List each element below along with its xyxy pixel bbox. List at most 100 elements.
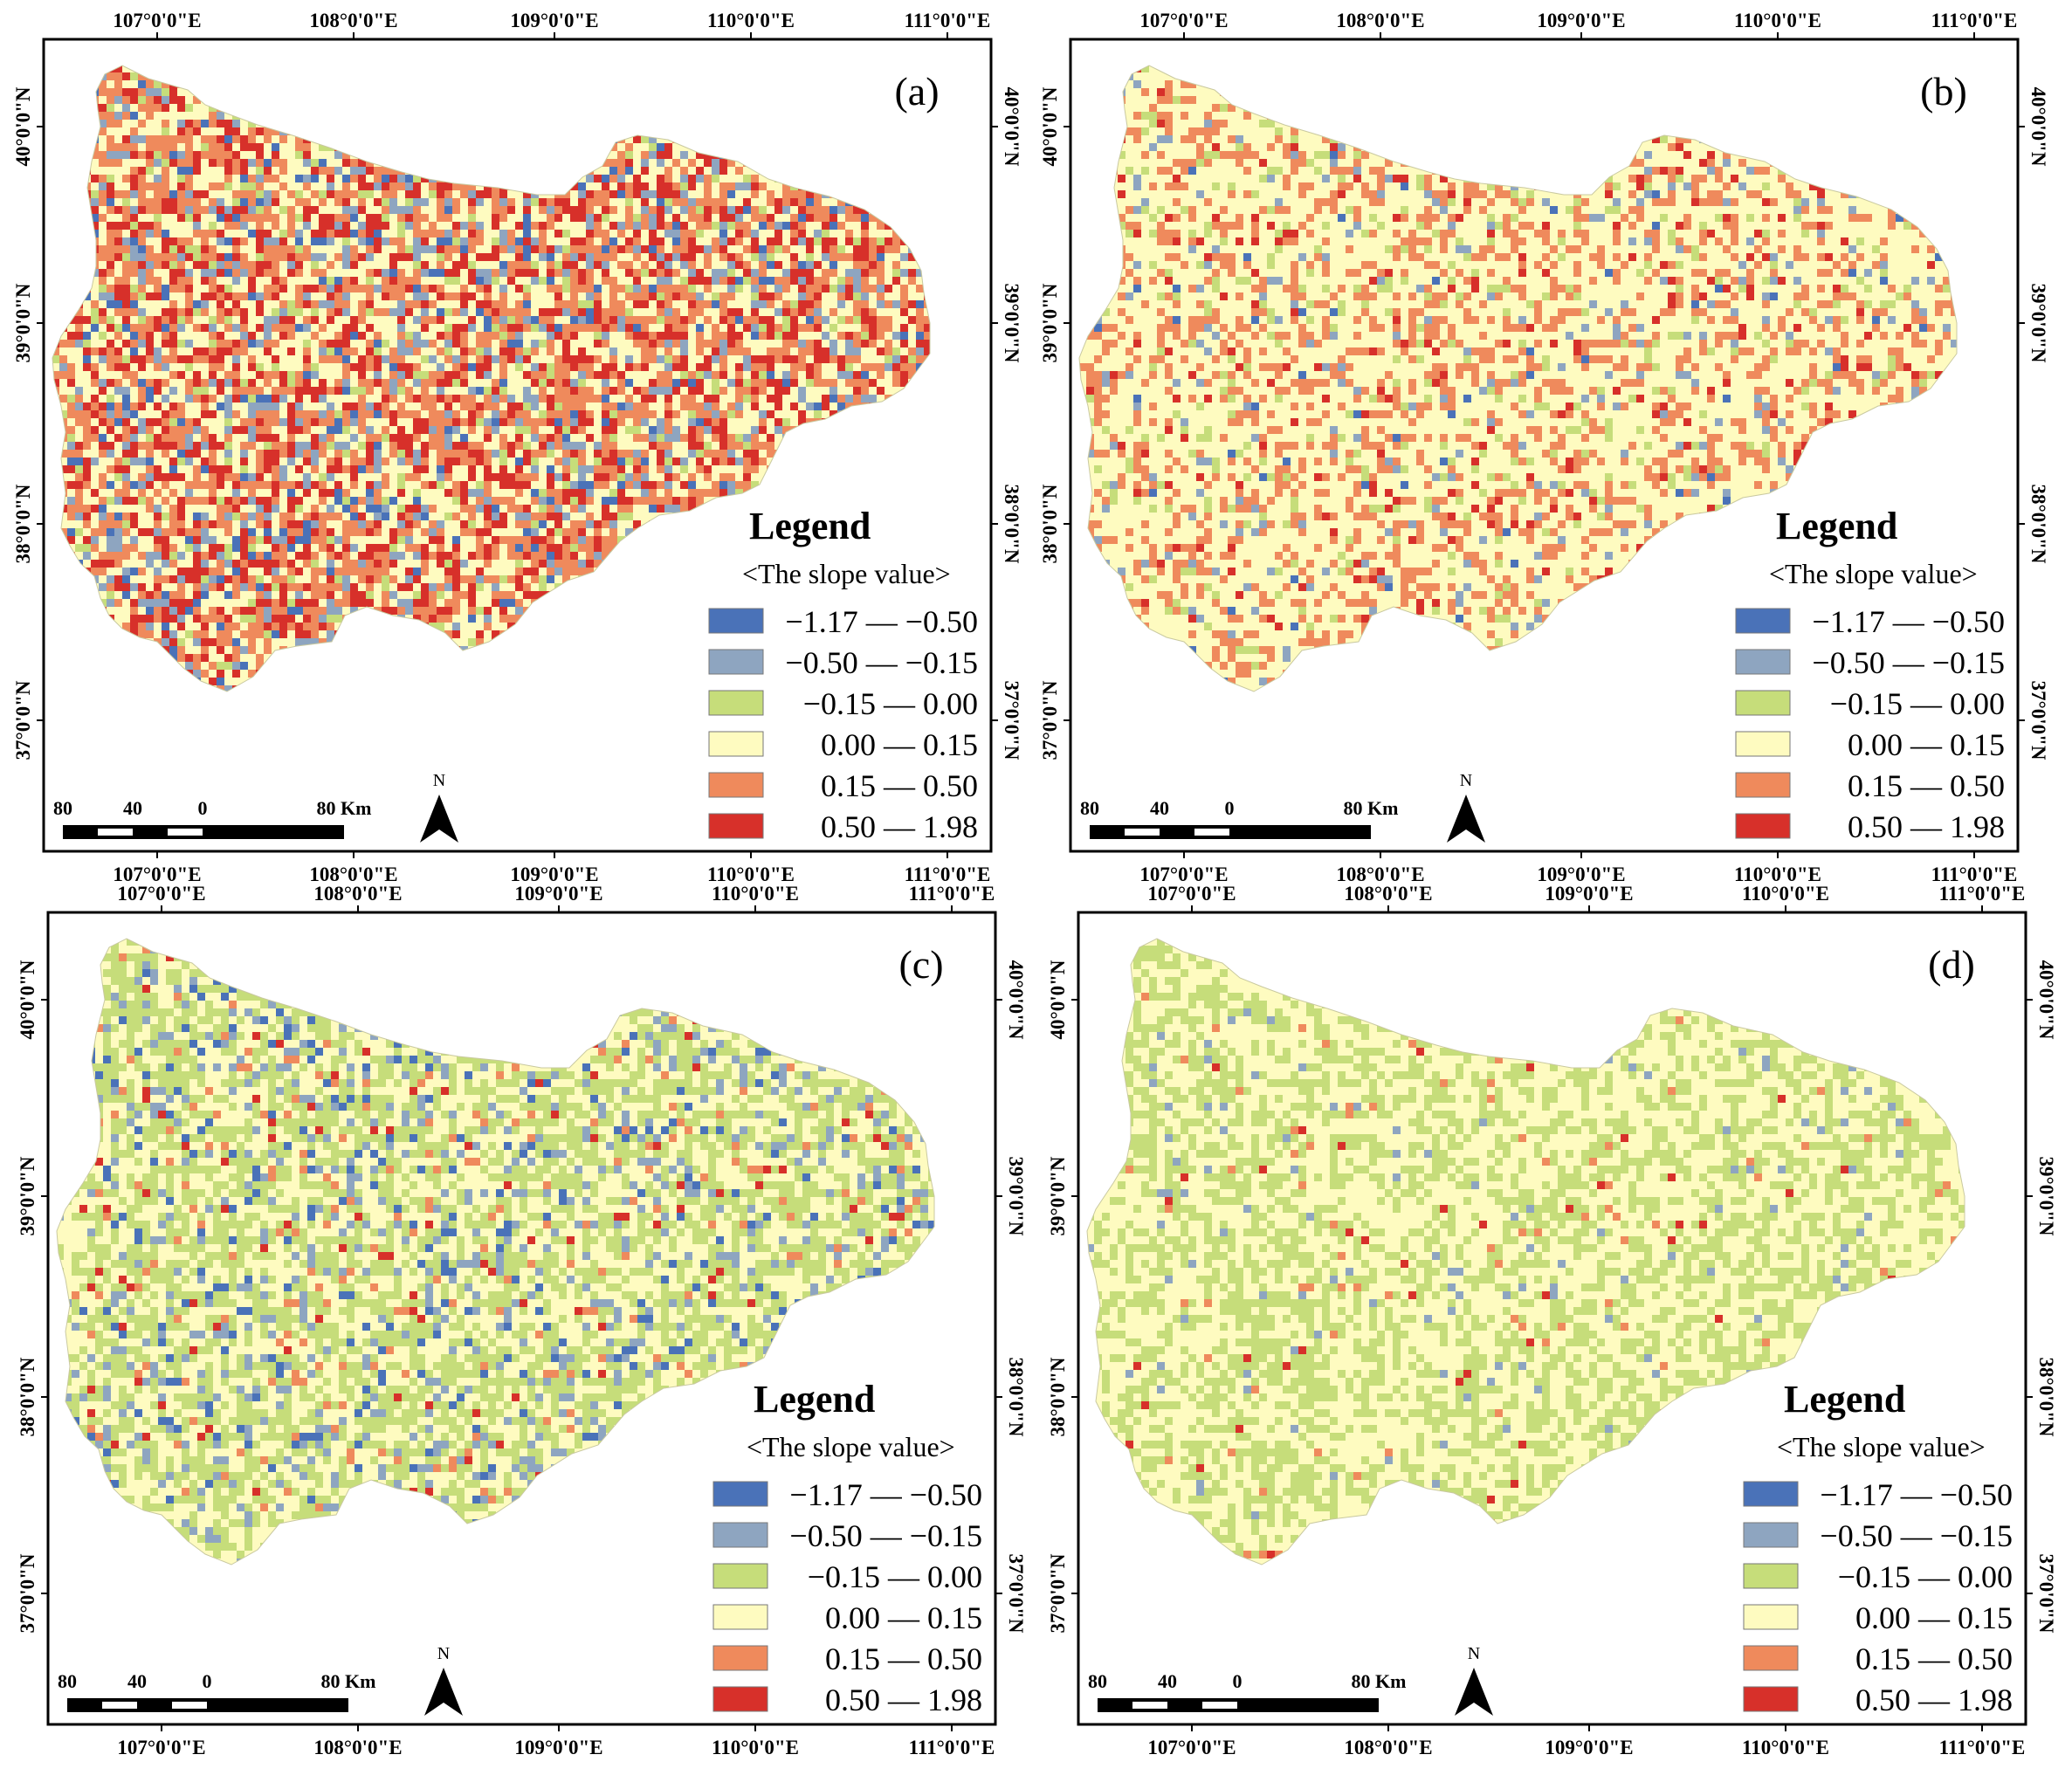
legend-title: Legend (749, 505, 871, 547)
latitude-label: 37°0'0"N (1047, 1553, 1069, 1633)
legend-swatch (708, 649, 764, 675)
legend-label: 0.50 — 1.98 (821, 809, 978, 844)
legend-label: −1.17 — −0.50 (789, 1477, 982, 1512)
longitude-label: 111°0'0"E (1939, 1737, 2026, 1758)
latitude-label: 37°0'0"N (2035, 1554, 2057, 1634)
legend-label: 0.15 — 0.50 (1855, 1641, 2013, 1676)
scale-bar-label: 40 (1150, 797, 1169, 819)
north-arrow-icon (424, 1668, 463, 1716)
scale-bar-label: 80 Km (1352, 1670, 1407, 1692)
legend-swatch (712, 1645, 768, 1671)
scale-bar-label: 80 Km (321, 1670, 376, 1692)
longitude-label: 109°0'0"E (1537, 10, 1625, 31)
scale-bar (63, 825, 344, 839)
legend-swatch (712, 1604, 768, 1630)
scale-bar-label: 80 (1080, 797, 1099, 819)
longitude-label: 109°0'0"E (1545, 883, 1633, 905)
legend-swatch (1743, 1604, 1799, 1630)
panel-letter: (b) (1920, 69, 1967, 114)
scale-bar-label: 80 (53, 797, 72, 819)
longitude-label: 109°0'0"E (514, 1737, 602, 1758)
latitude-label: 40°0'0"N (1039, 86, 1061, 166)
scale-bar-label: 40 (123, 797, 142, 819)
longitude-label: 110°0'0"E (1742, 883, 1829, 905)
longitude-label: 111°0'0"E (1931, 10, 2018, 31)
longitude-label: 108°0'0"E (1336, 10, 1424, 31)
latitude-label: 39°0'0"N (2035, 1157, 2057, 1236)
legend-label: 0.15 — 0.50 (1848, 768, 2005, 803)
scale-bar-label: 40 (1158, 1670, 1177, 1692)
legend-label: −0.50 — −0.15 (789, 1518, 982, 1553)
legend-swatch (1743, 1563, 1799, 1589)
panel-letter: (c) (898, 942, 943, 987)
legend-swatch (1743, 1645, 1799, 1671)
legend-title: Legend (1776, 505, 1897, 547)
longitude-label: 108°0'0"E (309, 864, 397, 885)
longitude-label: 110°0'0"E (1742, 1737, 1829, 1758)
longitude-label: 108°0'0"E (1336, 864, 1424, 885)
scale-bar-label: 0 (198, 797, 208, 819)
legend-swatch (1735, 772, 1791, 798)
latitude-label: 38°0'0"N (2027, 485, 2049, 564)
longitude-label: 111°0'0"E (909, 883, 995, 905)
legend-label: 0.00 — 0.15 (821, 727, 978, 762)
latitude-label: 37°0'0"N (1039, 680, 1061, 760)
longitude-label: 110°0'0"E (712, 883, 799, 905)
legend-swatch (708, 772, 764, 798)
legend-swatch (1743, 1686, 1799, 1712)
legend-swatch (712, 1686, 768, 1712)
latitude-label: 40°0'0"N (2035, 960, 2057, 1040)
legend-label: 0.50 — 1.98 (1855, 1682, 2013, 1717)
longitude-label: 111°0'0"E (1939, 883, 2026, 905)
legend-label: −0.15 — 0.00 (808, 1559, 982, 1594)
north-arrow-icon (1455, 1668, 1493, 1716)
legend-swatch (1735, 731, 1791, 757)
legend-label: 0.15 — 0.50 (825, 1641, 982, 1676)
scale-bar (67, 1698, 348, 1712)
legend-swatch (1735, 690, 1791, 716)
legend-title: Legend (754, 1378, 875, 1421)
longitude-label: 109°0'0"E (514, 883, 602, 905)
legend-swatch (708, 813, 764, 839)
latitude-label: 40°0'0"N (2027, 87, 2049, 167)
legend-label: 0.00 — 0.15 (1855, 1600, 2013, 1635)
legend-swatch (712, 1522, 768, 1548)
legend-label: 0.50 — 1.98 (825, 1682, 982, 1717)
longitude-label: 107°0'0"E (113, 10, 201, 31)
scale-bar-label: 0 (1233, 1670, 1243, 1692)
north-label: N (1468, 1644, 1480, 1663)
north-arrow-icon (420, 795, 458, 843)
longitude-label: 107°0'0"E (1147, 883, 1236, 905)
map-panel: 107°0'0"E 107°0'0"E 108°0'0"E 108°0'0"E 109°… (1047, 883, 2057, 1758)
legend-subtitle: <The slope value> (1777, 1431, 1986, 1462)
legend-swatch (1735, 813, 1791, 839)
legend-label: −1.17 — −0.50 (1820, 1477, 2013, 1512)
scale-bar-label: 0 (203, 1670, 212, 1692)
north-label: N (1460, 771, 1472, 790)
latitude-label: 39°0'0"N (12, 283, 34, 362)
legend-subtitle: <The slope value> (747, 1431, 955, 1462)
legend-label: −0.50 — −0.15 (785, 645, 978, 680)
scale-bar-label: 80 (1088, 1670, 1107, 1692)
latitude-label: 38°0'0"N (17, 1357, 38, 1436)
legend-swatch (1735, 649, 1791, 675)
legend-label: −0.50 — −0.15 (1812, 645, 2005, 680)
latitude-label: 38°0'0"N (1005, 1358, 1027, 1437)
latitude-label: 37°0'0"N (17, 1553, 38, 1633)
scale-bar-label: 40 (127, 1670, 147, 1692)
latitude-label: 38°0'0"N (12, 484, 34, 563)
scale-bar (1090, 825, 1371, 839)
longitude-label: 110°0'0"E (1734, 10, 1821, 31)
longitude-label: 110°0'0"E (712, 1737, 799, 1758)
longitude-label: 110°0'0"E (1734, 864, 1821, 885)
scale-bar (1098, 1698, 1379, 1712)
north-label: N (433, 771, 445, 790)
map-panel: 107°0'0"E 107°0'0"E 108°0'0"E 108°0'0"E 109°… (1039, 10, 2049, 885)
longitude-label: 107°0'0"E (113, 864, 201, 885)
longitude-label: 111°0'0"E (1931, 864, 2018, 885)
legend-label: −0.15 — 0.00 (1838, 1559, 2013, 1594)
latitude-label: 37°0'0"N (12, 680, 34, 760)
legend-swatch (1743, 1481, 1799, 1507)
legend-label: −1.17 — −0.50 (785, 604, 978, 639)
